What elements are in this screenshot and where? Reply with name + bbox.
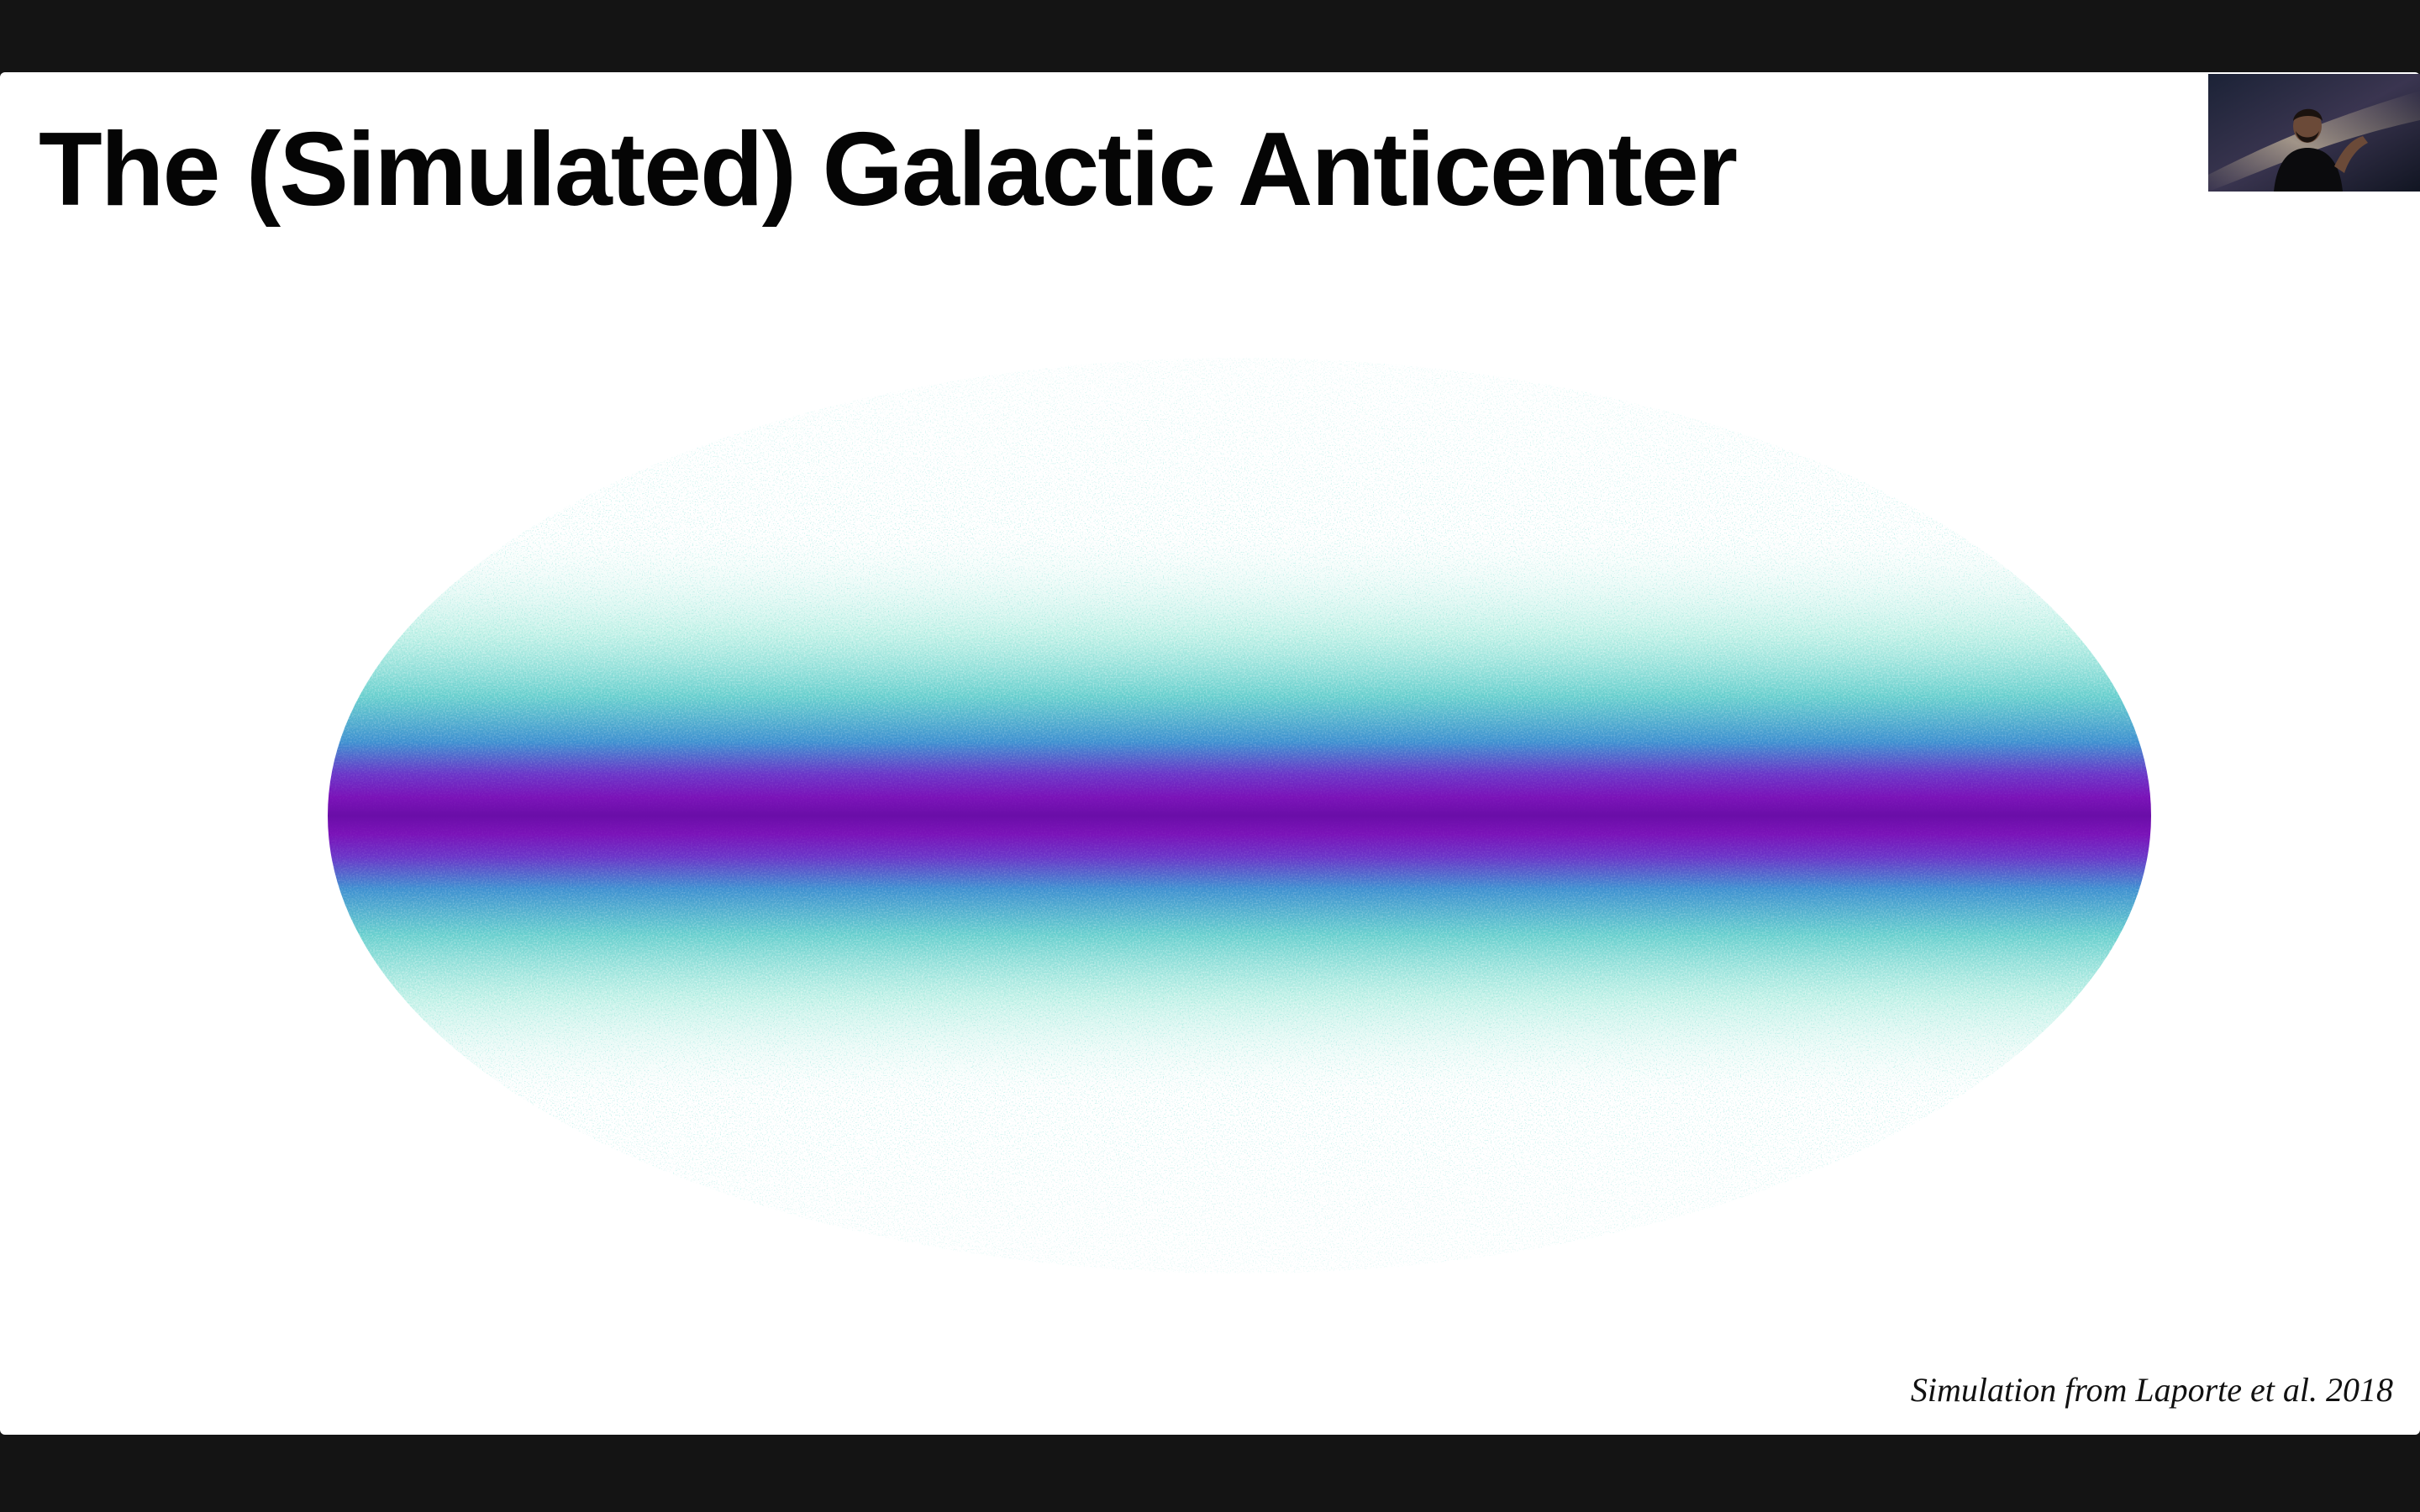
speaker-head: [2293, 109, 2322, 143]
simulation-credit: Simulation from Laporte et al. 2018: [1910, 1371, 2393, 1409]
speaker-hair: [2293, 108, 2323, 121]
galactic-anticenter-sky-map: [328, 358, 2151, 1273]
presentation-slide: The (Simulated) Galactic Anticenter: [0, 72, 2420, 1435]
sky-map-speckle: [328, 358, 2151, 1273]
video-milky-way: [2208, 91, 2420, 192]
speaker-video-thumbnail[interactable]: [2208, 74, 2420, 192]
speaker-body: [2274, 148, 2343, 192]
slide-title: The (Simulated) Galactic Anticenter: [39, 112, 1738, 228]
speaker-arm: [2334, 136, 2368, 173]
speaker-beard: [2296, 131, 2319, 143]
